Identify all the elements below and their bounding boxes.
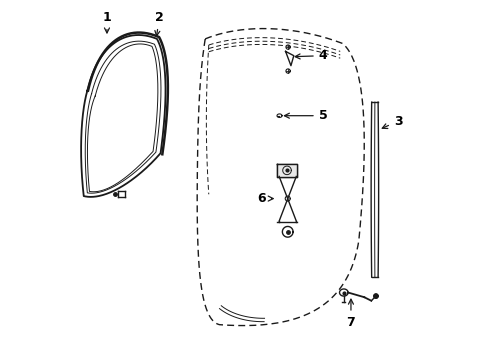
Text: 2: 2	[155, 11, 163, 36]
Polygon shape	[373, 294, 377, 298]
Text: 7: 7	[346, 299, 355, 329]
Polygon shape	[339, 289, 347, 296]
Polygon shape	[276, 164, 297, 177]
Polygon shape	[285, 51, 293, 66]
Text: 3: 3	[382, 114, 402, 129]
Polygon shape	[282, 226, 292, 237]
Text: 1: 1	[102, 11, 111, 33]
Text: 4: 4	[294, 49, 327, 62]
Text: 5: 5	[284, 109, 327, 122]
Text: 6: 6	[257, 192, 273, 205]
